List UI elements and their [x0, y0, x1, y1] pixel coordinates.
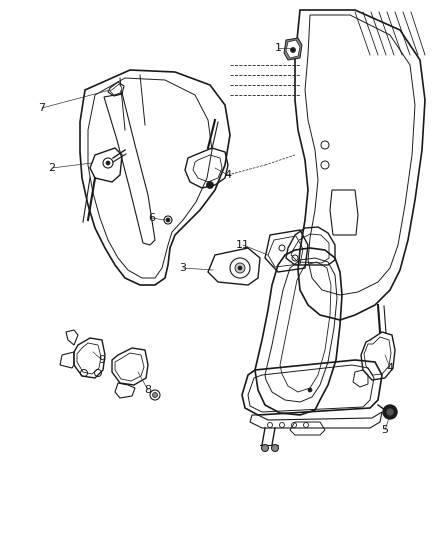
Text: 4: 4	[386, 363, 394, 373]
Text: 2: 2	[49, 163, 56, 173]
Circle shape	[383, 405, 397, 419]
Text: 6: 6	[148, 213, 155, 223]
Circle shape	[272, 445, 279, 451]
Text: 4: 4	[224, 170, 232, 180]
Text: 11: 11	[236, 240, 250, 250]
Text: 5: 5	[381, 425, 389, 435]
Circle shape	[166, 218, 170, 222]
Text: 9: 9	[99, 355, 106, 365]
Polygon shape	[110, 84, 122, 95]
Circle shape	[106, 161, 110, 165]
Circle shape	[290, 47, 296, 52]
Circle shape	[238, 266, 242, 270]
Circle shape	[206, 182, 213, 189]
Circle shape	[235, 263, 245, 273]
Text: 7: 7	[39, 103, 46, 113]
Text: 3: 3	[180, 263, 187, 273]
Circle shape	[261, 445, 268, 451]
Text: 1: 1	[275, 43, 282, 53]
Circle shape	[386, 408, 394, 416]
Text: 8: 8	[145, 385, 152, 395]
Circle shape	[308, 388, 312, 392]
Polygon shape	[286, 40, 300, 58]
Circle shape	[152, 392, 158, 398]
Polygon shape	[284, 38, 302, 60]
